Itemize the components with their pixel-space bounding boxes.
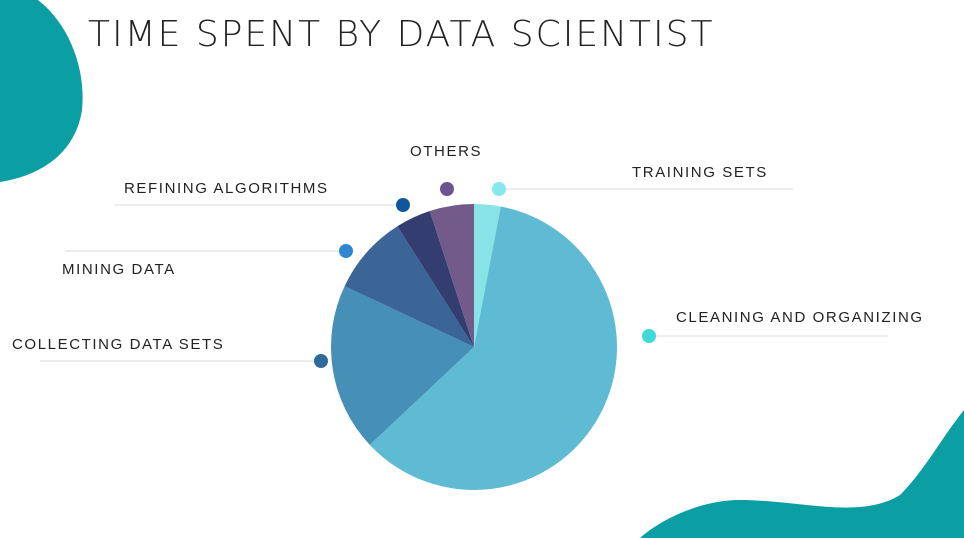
slice-label-refining-algorithms: REFINING ALGORITHMS	[124, 180, 329, 197]
legend-dot-mining-data	[339, 244, 353, 258]
pie-slice-cleaning-and-organizing	[369, 206, 617, 490]
pie-slice-training-sets	[474, 204, 501, 347]
slice-label-others: OTHERS	[410, 143, 482, 160]
chart-title: TIME SPENT BY DATA SCIENTIST	[88, 14, 715, 55]
slice-label-collecting-data-sets: COLLECTING DATA SETS	[12, 336, 224, 353]
legend-dot-others	[440, 182, 454, 196]
slice-label-cleaning-and-organizing: CLEANING AND ORGANIZING	[676, 309, 924, 326]
slice-label-mining-data: MINING DATA	[62, 261, 176, 278]
slice-label-training-sets: TRAINING SETS	[632, 164, 768, 181]
legend-dot-cleaning-and-organizing	[642, 329, 656, 343]
pie-slice-refining-algorithms	[397, 210, 474, 347]
legend-dot-collecting-data-sets	[314, 354, 328, 368]
legend-dot-refining-algorithms	[396, 198, 410, 212]
pie-slice-others	[429, 204, 474, 347]
pie-slice-mining-data	[344, 226, 474, 347]
legend-dot-training-sets	[492, 182, 506, 196]
pie-slice-collecting-data-sets	[331, 286, 474, 445]
